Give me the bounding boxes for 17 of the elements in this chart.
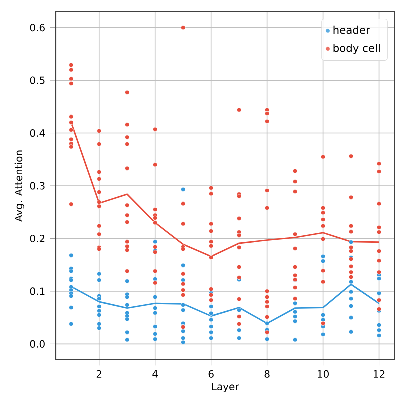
x-tick-label: 12	[374, 370, 385, 378]
x-axis-title: Layer	[212, 383, 240, 392]
y-tick-label: 0.1	[30, 288, 45, 296]
legend-label: body cell	[334, 44, 380, 54]
x-tick-label: 6	[208, 370, 214, 378]
y-tick-label: 0.2	[30, 234, 45, 243]
x-tick-label: 8	[264, 370, 270, 378]
x-tick-label: 2	[96, 370, 102, 378]
y-tick-label: 0.3	[30, 182, 45, 190]
x-tick-label: 4	[152, 370, 158, 378]
legend-label: header	[334, 26, 370, 34]
y-axis-title: Avg. Attention	[14, 150, 25, 222]
y-tick-label: 0.4	[30, 129, 46, 138]
y-tick-label: 0.6	[30, 24, 45, 32]
y-tick-label: 0.0	[30, 340, 45, 348]
y-tick-label: 0.5	[30, 76, 45, 84]
x-tick-label: 10	[318, 370, 329, 378]
